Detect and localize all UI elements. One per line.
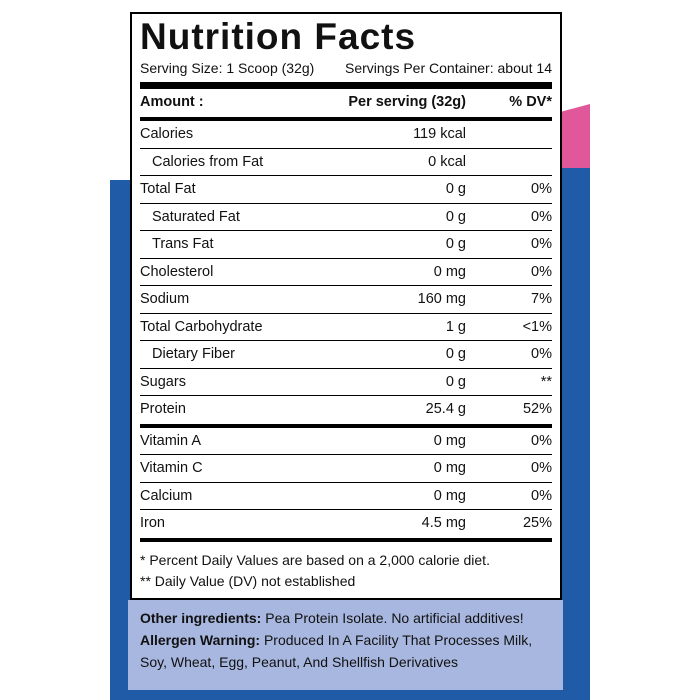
ingredients: Other ingredients: Pea Protein Isolate. … [140, 607, 551, 629]
daily-value [466, 121, 552, 148]
daily-value: 0% [531, 346, 552, 362]
table-header: Amount : Per serving (32g) % DV* [140, 89, 552, 117]
nutrient-name: Calcium [140, 487, 193, 504]
daily-value: ** [540, 373, 552, 390]
daily-value: 7% [531, 291, 552, 307]
nutrient-row: Cholesterol 0 mg 0% [140, 259, 552, 286]
divider [140, 82, 552, 89]
daily-value: 25% [522, 515, 552, 531]
divider [140, 537, 552, 542]
nutrient-name: Saturated Fat [152, 208, 240, 225]
nutrient-row: Dietary Fiber 0 g 0% [140, 341, 552, 369]
daily-value: 0% [531, 263, 552, 280]
daily-value: 0% [531, 460, 552, 476]
nutrient-row: Trans Fat 0 g 0% [140, 231, 552, 259]
nutrient-row: Vitamin A 0 mg 0% [140, 428, 552, 455]
header-cell: Amount : [140, 94, 204, 110]
daily-value [466, 149, 552, 176]
nutrient-row: Calories from Fat 0 kcal [140, 149, 552, 176]
nutrient-row: Sugars 0 g ** [140, 369, 552, 396]
nutrient-row: Saturated Fat 0 g 0% [140, 204, 552, 231]
allergen: Allergen Warning: Produced In A Facility… [140, 629, 551, 673]
nutrient-row: Total Carbohydrate 1 g <1% [140, 314, 552, 341]
allergen-text: Produced In A Facility That Processes Mi… [140, 632, 533, 670]
nutrient-name: Protein [140, 401, 186, 417]
amount: 160 mg [417, 291, 466, 307]
nutrient-name: Sodium [140, 291, 190, 307]
daily-value: 0% [531, 236, 552, 252]
nutrient-group: Calories 119 kcal Calories from Fat 0 kcal T… [140, 121, 552, 424]
ingredients-text: Pea Protein Isolate. No artificial addit… [265, 610, 524, 626]
footnotes: * Percent Daily Values are based on a 2,… [140, 550, 552, 592]
nutrient-row: Iron 4.5 mg 25% [140, 510, 552, 538]
amount: 0 mg [433, 432, 466, 449]
footnote: * Percent Daily Values are based on a 2,… [140, 551, 490, 568]
amount: 4.5 mg [421, 515, 466, 531]
amount: 0 mg [433, 487, 466, 504]
nutrient-name: Calories [140, 126, 194, 142]
nutrient-row: Protein 25.4 g 52% [140, 396, 552, 424]
header-cell: Per serving (32g) [348, 94, 466, 110]
nutrient-name: Calories from Fat [152, 153, 264, 170]
nutrition-label: Nutrition Facts Serving Size: 1 Scoop (3… [130, 12, 562, 600]
daily-value: 0% [531, 208, 552, 225]
nutrient-row: Vitamin C 0 mg 0% [140, 455, 552, 483]
servings-per-container: Servings Per Container: about 14 [344, 60, 552, 76]
ingredients-box: Other ingredients: Pea Protein Isolate. … [128, 600, 563, 690]
amount: 119 kcal [413, 126, 466, 142]
amount: 0 g [445, 346, 466, 362]
nutrient-row: Total Fat 0 g 0% [140, 176, 552, 204]
nutrient-name: Total Carbohydrate [140, 318, 263, 335]
allergen-label: Allergen Warning: [140, 632, 261, 648]
amount: 25.4 g [425, 401, 466, 417]
nutrient-name: Trans Fat [152, 236, 214, 252]
nutrient-group: Vitamin A 0 mg 0% Vitamin C 0 mg 0% Calcium 0 m… [140, 428, 552, 538]
nutrient-name: Total Fat [140, 181, 196, 197]
daily-value: <1% [522, 318, 552, 335]
amount: 0 g [445, 373, 466, 390]
nutrient-name: Vitamin C [140, 460, 203, 476]
amount: 0 g [445, 181, 466, 197]
daily-value: 0% [531, 432, 552, 449]
nutrient-name: Sugars [140, 373, 186, 390]
amount: 0 kcal [428, 153, 466, 170]
header-cell: % DV* [509, 94, 552, 110]
nutrient-row: Sodium 160 mg 7% [140, 286, 552, 314]
daily-value: 52% [522, 401, 552, 417]
nutrient-row: Calcium 0 mg 0% [140, 483, 552, 510]
amount: 0 mg [433, 263, 466, 280]
nutrient-row: Calories 119 kcal [140, 121, 552, 149]
divider [140, 117, 552, 121]
amount: 0 g [445, 236, 466, 252]
nutrient-name: Dietary Fiber [152, 346, 235, 362]
nutrient-name: Iron [140, 515, 165, 531]
divider [140, 423, 552, 428]
serving-size: Serving Size: 1 Scoop (32g) [140, 60, 315, 76]
daily-value: 0% [531, 487, 552, 504]
nutrient-name: Vitamin A [140, 432, 201, 449]
daily-value: 0% [531, 181, 552, 197]
amount: 0 mg [433, 460, 466, 476]
nutrient-name: Cholesterol [140, 263, 214, 280]
amount: 0 g [445, 208, 466, 225]
serving-info: Serving Size: 1 Scoop (32g) Servings Per… [140, 58, 552, 78]
ingredients-label: Other ingredients: [140, 610, 262, 626]
footnote: ** Daily Value (DV) not established [140, 572, 356, 589]
title: Nutrition Facts [140, 16, 417, 57]
amount: 1 g [445, 318, 466, 335]
